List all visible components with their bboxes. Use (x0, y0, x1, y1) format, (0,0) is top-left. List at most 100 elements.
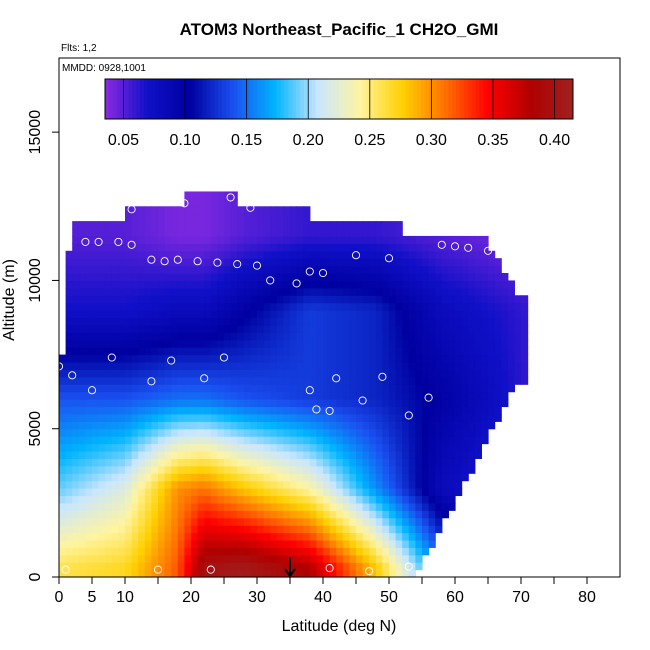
heatmap-cell (382, 258, 390, 267)
heatmap-cell (290, 413, 298, 422)
heatmap-cell (303, 436, 311, 445)
heatmap-cell (98, 436, 106, 445)
heatmap-cell (204, 310, 212, 319)
heatmap-cell (455, 376, 463, 385)
heatmap-cell (131, 406, 139, 415)
heatmap-cell (171, 502, 179, 511)
x-tick-label: 0 (55, 589, 64, 606)
heatmap-cell (422, 250, 430, 259)
heatmap-cell (415, 517, 423, 526)
heatmap-cell (257, 347, 265, 356)
heatmap-cell (290, 473, 298, 482)
heatmap-cell (514, 339, 522, 348)
heatmap-cell (342, 413, 350, 422)
heatmap-cell (402, 384, 410, 393)
heatmap-cell (125, 295, 133, 304)
heatmap-cell (336, 332, 344, 341)
x-tick-label: 30 (248, 589, 266, 606)
heatmap-cell (92, 391, 100, 400)
heatmap-cell (85, 473, 93, 482)
heatmap-cell (342, 562, 350, 571)
heatmap-cell (428, 406, 436, 415)
heatmap-cell (375, 310, 383, 319)
heatmap-cell (177, 421, 185, 430)
heatmap-cell (270, 287, 278, 296)
heatmap-cell (448, 399, 456, 408)
heatmap-cell (92, 443, 100, 452)
heatmap-cell (369, 391, 377, 400)
heatmap-cell (164, 265, 172, 274)
heatmap-cell (316, 547, 324, 556)
heatmap-cell (224, 510, 232, 519)
heatmap-cell (237, 443, 245, 452)
heatmap-cell (85, 287, 93, 296)
heatmap-cell (191, 302, 199, 311)
heatmap-cell (257, 332, 265, 341)
heatmap-cell (111, 310, 119, 319)
heatmap-cell (448, 339, 456, 348)
heatmap-cell (435, 302, 443, 311)
flight-point (523, 390, 532, 399)
heatmap-cell (382, 532, 390, 541)
heatmap-cell (402, 324, 410, 333)
heatmap-cell (158, 547, 166, 556)
heatmap-cell (270, 421, 278, 430)
heatmap-cell (243, 258, 251, 267)
colorbar-segment (140, 79, 145, 119)
heatmap-cell (65, 250, 73, 259)
heatmap-cell (303, 354, 311, 363)
heatmap-cell (362, 517, 370, 526)
heatmap-cell (428, 458, 436, 467)
heatmap-cell (204, 517, 212, 526)
heatmap-cell (362, 221, 370, 230)
heatmap-cell (441, 310, 449, 319)
heatmap-cell (283, 361, 291, 370)
heatmap-cell (408, 399, 416, 408)
heatmap-cell (59, 473, 67, 482)
heatmap-cell (224, 235, 232, 244)
heatmap-cell (369, 539, 377, 548)
colorbar-segment (401, 79, 406, 119)
colorbar-segment (432, 79, 437, 119)
heatmap-cell (65, 436, 73, 445)
heatmap-cell (408, 406, 416, 415)
heatmap-cell (177, 547, 185, 556)
heatmap-cell (197, 317, 205, 326)
heatmap-cell (210, 480, 218, 489)
heatmap-cell (111, 376, 119, 385)
heatmap-cell (85, 547, 93, 556)
heatmap-cell (184, 235, 192, 244)
heatmap-cell (125, 354, 133, 363)
heatmap-cell (461, 428, 469, 437)
heatmap-cell (250, 228, 258, 237)
heatmap-cell (171, 554, 179, 563)
heatmap-cell (125, 458, 133, 467)
heatmap-cell (375, 450, 383, 459)
heatmap-cell (316, 562, 324, 571)
heatmap-cell (468, 399, 476, 408)
heatmap-cell (375, 332, 383, 341)
heatmap-cell (468, 287, 476, 296)
heatmap-cell (72, 243, 80, 252)
heatmap-cell (435, 235, 443, 244)
heatmap-cell (151, 450, 159, 459)
heatmap-cell (105, 502, 113, 511)
heatmap-cell (144, 458, 152, 467)
heatmap-cell (131, 376, 139, 385)
heatmap-cell (415, 265, 423, 274)
heatmap-cell (144, 473, 152, 482)
heatmap-cell (92, 287, 100, 296)
heatmap-cell (382, 391, 390, 400)
colorbar-segment (167, 79, 172, 119)
heatmap-cell (217, 391, 225, 400)
heatmap-cell (197, 280, 205, 289)
heatmap-cell (501, 347, 509, 356)
heatmap-cell (118, 532, 126, 541)
heatmap-cell (356, 532, 364, 541)
heatmap-cell (177, 250, 185, 259)
heatmap-cell (224, 443, 232, 452)
heatmap-cell (125, 376, 133, 385)
heatmap-cell (270, 280, 278, 289)
heatmap-cell (276, 517, 284, 526)
heatmap-cell (415, 250, 423, 259)
